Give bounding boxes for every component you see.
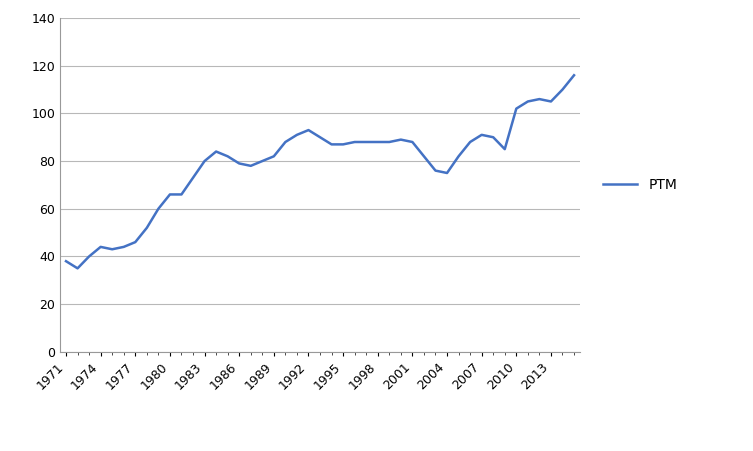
PTM (270, 154, 279, 159)
Line: PTM: PTM (66, 75, 574, 268)
PTM (547, 99, 556, 104)
PTM (500, 147, 509, 152)
PTM (465, 139, 474, 145)
PTM (84, 254, 93, 259)
PTM (212, 149, 221, 154)
PTM (304, 127, 313, 133)
Legend: PTM: PTM (597, 172, 683, 198)
PTM (154, 206, 163, 212)
PTM (350, 139, 359, 145)
PTM (477, 132, 486, 138)
PTM (523, 99, 532, 104)
PTM (258, 158, 267, 164)
PTM (569, 73, 578, 78)
PTM (454, 154, 463, 159)
PTM (327, 142, 336, 147)
PTM (96, 244, 105, 249)
PTM (385, 139, 394, 145)
PTM (443, 170, 452, 176)
PTM (235, 161, 244, 166)
PTM (339, 142, 348, 147)
PTM (535, 97, 544, 102)
PTM (292, 132, 301, 138)
PTM (419, 154, 428, 159)
PTM (223, 154, 232, 159)
PTM (281, 139, 290, 145)
PTM (119, 244, 128, 249)
PTM (408, 139, 417, 145)
PTM (489, 134, 498, 140)
PTM (361, 139, 370, 145)
PTM (246, 163, 255, 169)
PTM (431, 168, 440, 173)
PTM (200, 158, 209, 164)
PTM (108, 247, 117, 252)
PTM (166, 192, 175, 197)
PTM (188, 175, 197, 180)
PTM (316, 134, 325, 140)
PTM (73, 266, 82, 271)
PTM (512, 106, 521, 111)
PTM (373, 139, 383, 145)
PTM (131, 239, 140, 245)
PTM (558, 87, 567, 92)
PTM (142, 225, 151, 230)
PTM (62, 258, 71, 264)
PTM (177, 192, 186, 197)
PTM (396, 137, 405, 143)
